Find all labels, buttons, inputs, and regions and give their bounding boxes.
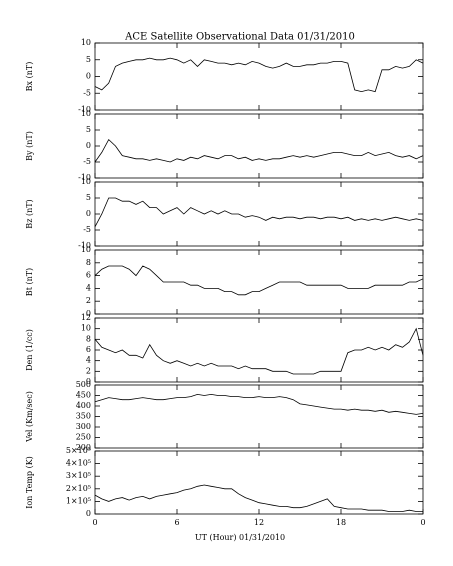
y-axis-label: Bt (nT) [25, 268, 34, 296]
y-tick-label: -5 [83, 157, 91, 166]
y-tick-label: 12 [81, 313, 91, 322]
y-tick-label: 0 [86, 72, 91, 81]
x-tick-label: 18 [336, 518, 346, 527]
y-tick-label: 300 [76, 422, 91, 431]
y-tick-label: 450 [76, 391, 91, 400]
y-tick-label: 10 [81, 109, 91, 118]
data-line [94, 327, 424, 375]
y-tick-label: 1×10⁵ [66, 496, 91, 505]
y-tick-label: 500 [76, 380, 91, 389]
data-line [94, 393, 424, 415]
y-tick-label: 5×10⁵ [66, 446, 91, 455]
panel-frame [94, 181, 424, 247]
y-tick-label: 250 [76, 433, 91, 442]
y-tick-label: 5 [86, 125, 91, 134]
x-tick-label: 0 [420, 518, 425, 527]
panel-frame [94, 317, 424, 383]
y-tick-label: 350 [76, 412, 91, 421]
y-tick-label: 6 [86, 271, 91, 280]
x-tick-label: 12 [254, 518, 264, 527]
x-tick-label: 0 [92, 518, 97, 527]
y-axis-label: Bz (nT) [25, 199, 34, 228]
y-tick-label: 2 [86, 366, 91, 375]
data-line [94, 484, 423, 512]
data-line [94, 138, 424, 163]
y-tick-label: 0 [86, 509, 91, 518]
y-tick-label: 0 [86, 141, 91, 150]
panel-frame [94, 249, 424, 315]
y-tick-label: 400 [76, 401, 91, 410]
y-tick-label: 8 [86, 258, 91, 267]
y-tick-label: 0 [86, 377, 91, 386]
panel-frame [94, 42, 424, 111]
y-axis-label: Ion Temp (K) [25, 456, 34, 509]
panel-frame [94, 450, 424, 515]
y-tick-label: 10 [81, 324, 91, 333]
y-tick-label: -10 [78, 241, 91, 250]
chart-title: ACE Satellite Observational Data 01/31/2… [124, 32, 355, 43]
y-axis-label: Bx (nT) [25, 62, 34, 92]
y-tick-label: 2×10⁵ [66, 484, 91, 493]
y-tick-label: -5 [83, 225, 91, 234]
y-tick-label: 4×10⁵ [66, 459, 91, 468]
x-tick-label: 6 [174, 518, 179, 527]
y-tick-label: 5 [86, 55, 91, 64]
y-tick-label: 3×10⁵ [66, 471, 91, 480]
y-tick-label: 8 [86, 334, 91, 343]
y-tick-label: 4 [86, 283, 91, 292]
y-tick-label: 0 [86, 209, 91, 218]
y-tick-label: 6 [86, 345, 91, 354]
data-line [94, 197, 424, 227]
panel-frame [94, 384, 424, 449]
y-axis-label: Den (1/cc) [25, 329, 34, 371]
y-tick-label: 10 [81, 245, 91, 254]
y-tick-label: 2 [86, 296, 91, 305]
y-tick-label: 0 [86, 309, 91, 318]
y-axis-label: Vel (Km/sec) [25, 391, 34, 443]
y-axis-label: By (nT) [25, 131, 34, 161]
y-tick-label: 4 [86, 356, 91, 365]
y-tick-label: -5 [83, 88, 91, 97]
y-tick-label: 10 [81, 177, 91, 186]
data-line [94, 57, 424, 93]
y-tick-label: 200 [76, 443, 91, 452]
x-axis-label: UT (Hour) 01/31/2010 [195, 533, 285, 542]
panel-frame [94, 113, 424, 179]
y-tick-label: 10 [81, 38, 91, 47]
y-tick-label: 5 [86, 193, 91, 202]
data-line [94, 265, 424, 296]
y-tick-label: -10 [78, 173, 91, 182]
y-tick-label: -10 [78, 105, 91, 114]
